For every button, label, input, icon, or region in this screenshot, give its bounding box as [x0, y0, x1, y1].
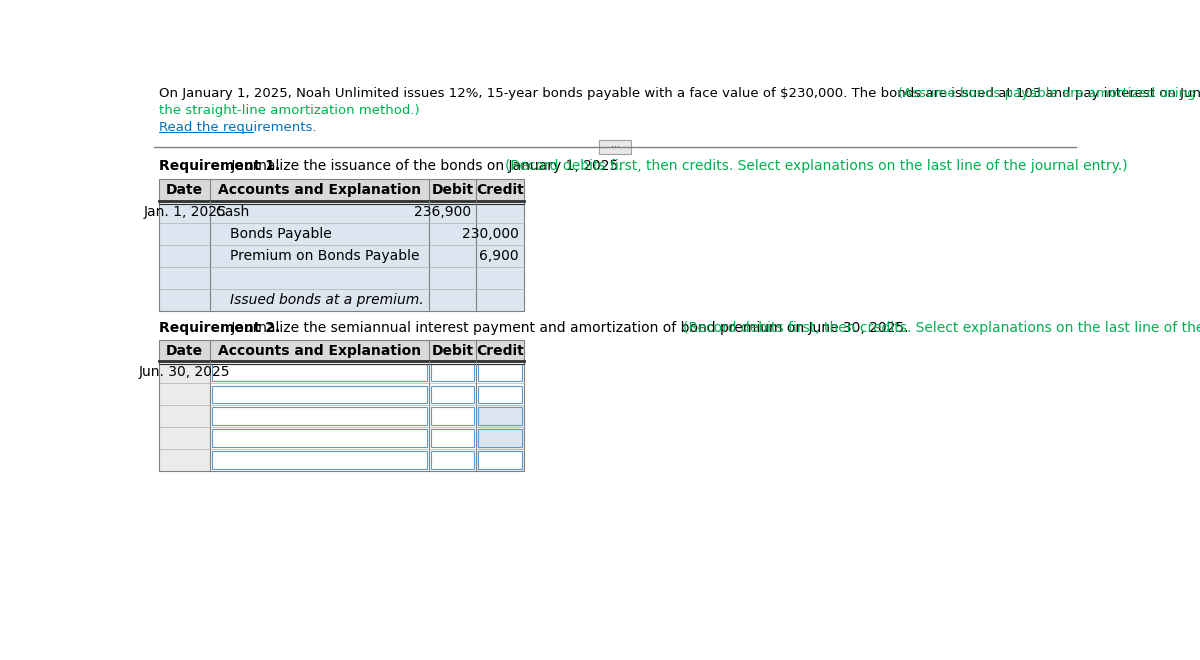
Bar	[212, 451, 427, 469]
Text: Debit: Debit	[432, 344, 474, 358]
Text: Requirement 1.: Requirement 1.	[160, 159, 281, 174]
Bar	[431, 407, 474, 425]
Text: Premium on Bonds Payable: Premium on Bonds Payable	[230, 249, 420, 263]
Bar	[212, 407, 427, 425]
Text: Debit: Debit	[432, 183, 474, 197]
Text: 6,900: 6,900	[479, 249, 518, 263]
Bar	[160, 340, 523, 362]
Text: ···: ···	[611, 142, 619, 152]
Bar	[478, 451, 522, 469]
Text: (Record debits first, then credits. Select explanations on the last line of the : (Record debits first, then credits. Sele…	[683, 321, 1200, 335]
Text: Journalize the issuance of the bonds on January 1, 2025.: Journalize the issuance of the bonds on …	[227, 159, 626, 174]
Bar	[160, 201, 523, 311]
Bar	[212, 385, 427, 403]
Bar	[431, 430, 474, 447]
Bar	[212, 430, 427, 447]
Text: Issued bonds at a premium.: Issued bonds at a premium.	[230, 292, 424, 307]
Text: Read the requirements.: Read the requirements.	[160, 121, 317, 134]
Bar	[431, 451, 474, 469]
Text: On January 1, 2025, Noah Unlimited issues 12%, 15-year bonds payable with a face: On January 1, 2025, Noah Unlimited issue…	[160, 87, 1200, 100]
Text: Cash: Cash	[215, 205, 250, 219]
Text: Jan. 1, 2025: Jan. 1, 2025	[144, 205, 226, 219]
Text: Credit: Credit	[476, 344, 523, 358]
Bar	[599, 141, 631, 154]
Text: Accounts and Explanation: Accounts and Explanation	[218, 344, 421, 358]
Text: Accounts and Explanation: Accounts and Explanation	[218, 183, 421, 197]
Bar	[478, 364, 522, 381]
Text: 230,000: 230,000	[462, 227, 518, 241]
Text: (Assume bonds payable are amortized using: (Assume bonds payable are amortized usin…	[898, 87, 1195, 100]
Bar	[478, 407, 522, 425]
Bar	[478, 385, 522, 403]
Text: Bonds Payable: Bonds Payable	[230, 227, 332, 241]
Bar	[431, 385, 474, 403]
Text: the straight-line amortization method.): the straight-line amortization method.)	[160, 104, 420, 117]
Text: Date: Date	[167, 344, 203, 358]
Text: 236,900: 236,900	[414, 205, 472, 219]
Bar	[160, 180, 523, 201]
Bar	[476, 405, 523, 471]
Text: Requirement 2.: Requirement 2.	[160, 321, 281, 335]
Text: Journalize the semiannual interest payment and amortization of bond premium on J: Journalize the semiannual interest payme…	[227, 321, 912, 335]
Bar	[160, 362, 210, 471]
Bar	[212, 364, 427, 381]
Text: Credit: Credit	[476, 183, 523, 197]
Text: (Record debits first, then credits. Select explanations on the last line of the : (Record debits first, then credits. Sele…	[505, 159, 1128, 174]
Text: Date: Date	[167, 183, 203, 197]
Text: Jun. 30, 2025: Jun. 30, 2025	[139, 366, 230, 380]
Bar	[478, 430, 522, 447]
Bar	[160, 362, 523, 471]
Bar	[431, 364, 474, 381]
